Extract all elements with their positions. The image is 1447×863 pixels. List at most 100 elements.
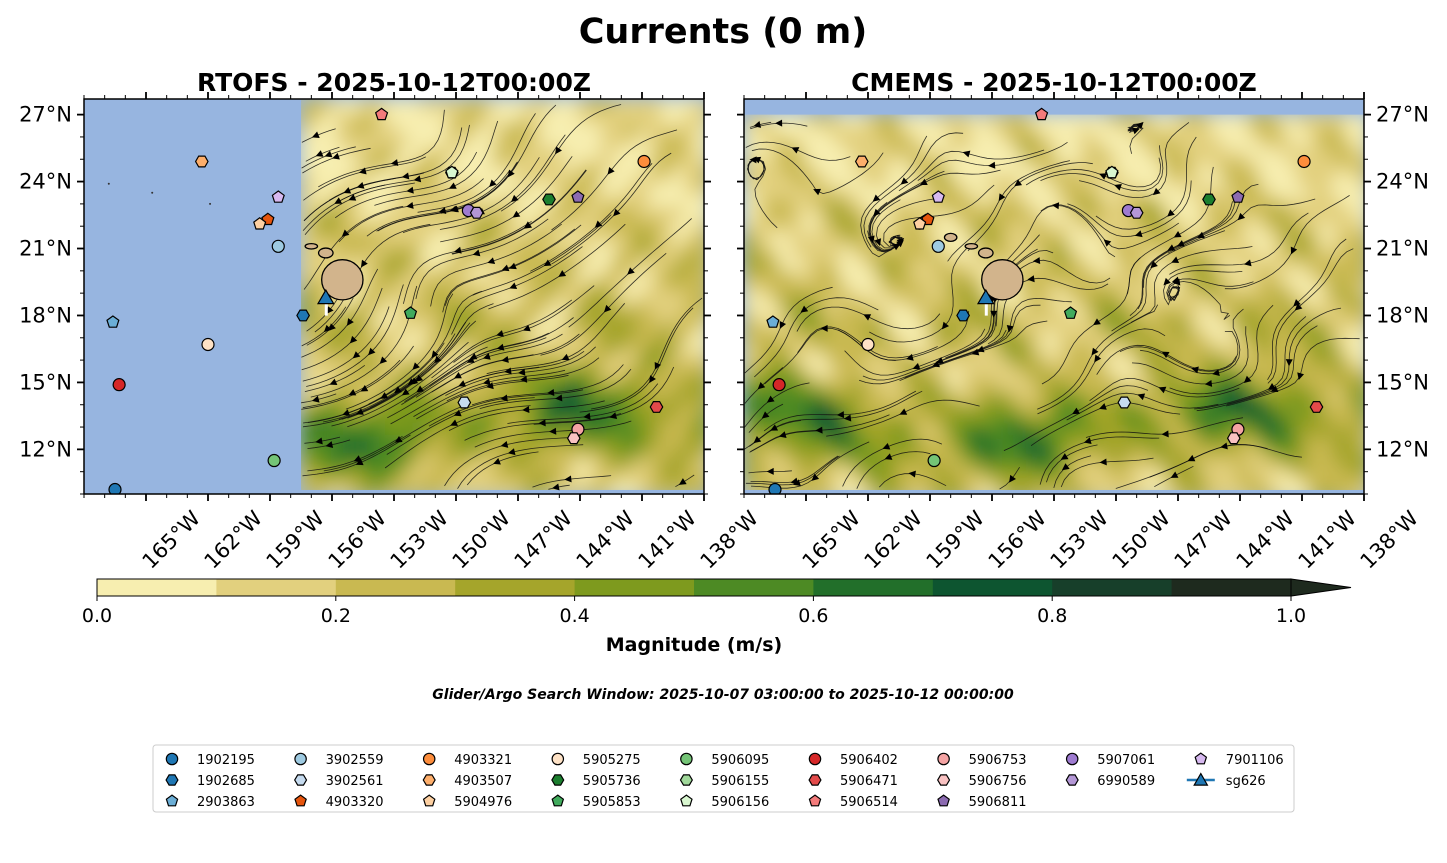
- rtofs-field-cell: [469, 399, 482, 412]
- cmems-field-cell: [1092, 126, 1105, 140]
- rtofs-field-cell: [337, 339, 350, 352]
- cmems-field-cell: [756, 402, 769, 416]
- legend-label-1902685: 1902685: [197, 774, 255, 789]
- cmems-field-cell: [984, 198, 997, 212]
- cmems-field-cell: [1140, 402, 1153, 416]
- rtofs-stream-arrow: [416, 385, 424, 393]
- cmems-field-cell: [1284, 294, 1297, 308]
- rtofs-field-cell: [673, 219, 686, 232]
- cmems-field-cell: [744, 186, 757, 200]
- cmems-field-cell: [1140, 222, 1153, 236]
- cmems-field-cell: [1008, 366, 1021, 380]
- legend-marker-7901106: [1194, 752, 1208, 765]
- cmems-field-cell: [1344, 198, 1357, 212]
- rtofs-field-cell: [673, 303, 686, 316]
- rtofs-field-cell: [625, 255, 638, 268]
- rtofs-field-cell: [565, 267, 578, 280]
- cmems-stream-arrow: [761, 411, 770, 419]
- cmems-field-cell: [1080, 474, 1093, 488]
- cmems-field-cell: [948, 114, 961, 128]
- rtofs-field-cell: [529, 483, 542, 494]
- rtofs-field-cell: [625, 159, 638, 172]
- cmems-field-cell: [936, 366, 949, 380]
- rtofs-field-cell: [649, 315, 662, 328]
- rtofs-stream-arrow: [607, 166, 615, 175]
- rtofs-field-cell: [409, 255, 422, 268]
- rtofs-field-cell: [541, 111, 554, 124]
- cmems-field-cell: [1080, 222, 1093, 236]
- rtofs-field-cell: [613, 195, 626, 208]
- cmems-field-cell: [1308, 138, 1321, 152]
- rtofs-field-cell: [673, 459, 686, 472]
- cmems-stream-arrow: [775, 119, 783, 127]
- rtofs-field-cell: [361, 327, 374, 340]
- colorbar-frame: [96, 578, 1292, 597]
- cmems-field-cell: [1140, 114, 1153, 128]
- rtofs-field-cell: [433, 231, 446, 244]
- cmems-field-cell: [912, 186, 925, 200]
- rtofs-field-cell: [673, 195, 686, 208]
- rtofs-field-cell: [697, 351, 704, 364]
- rtofs-small-islet: [107, 182, 110, 185]
- cmems-field-cell: [924, 318, 937, 332]
- rtofs-field-cell: [685, 243, 698, 256]
- cmems-stream-arrow: [1032, 257, 1041, 265]
- cmems-field-cell: [936, 306, 949, 320]
- cmems-field-cell: [1236, 474, 1249, 488]
- cmems-field-cell: [1344, 174, 1357, 188]
- cmems-field-cell: [1284, 462, 1297, 476]
- cmems-field-cell: [912, 138, 925, 152]
- cmems-field-cell: [1236, 138, 1249, 152]
- cmems-field-cell: [1140, 294, 1153, 308]
- cmems-field-cell: [924, 342, 937, 356]
- cmems-field-cell: [1164, 366, 1177, 380]
- rtofs-field-cell: [325, 483, 338, 494]
- cmems-field-cell: [1032, 474, 1045, 488]
- cmems-field-cell: [792, 222, 805, 236]
- rtofs-field-cell: [577, 219, 590, 232]
- cmems-stream-arrow: [1237, 212, 1246, 221]
- cmems-field-cell: [1080, 462, 1093, 476]
- cmems-field-cell: [1152, 162, 1165, 176]
- rtofs-stream-arrow: [324, 150, 333, 158]
- cmems-field-cell: [756, 198, 769, 212]
- cmems-field-cell: [1284, 270, 1297, 284]
- cmems-stream-arrow: [1204, 379, 1213, 387]
- legend-marker-5906753: [937, 752, 950, 766]
- rtofs-field-cell: [457, 255, 470, 268]
- rtofs-field-cell: [685, 459, 698, 472]
- rtofs-field-cell: [421, 99, 434, 112]
- rtofs-field-cell: [385, 471, 398, 484]
- cmems-field-cell: [768, 258, 781, 272]
- cmems-field-cell: [1344, 138, 1357, 152]
- rtofs-field-cell: [469, 483, 482, 494]
- cmems-field-cell: [1260, 342, 1273, 356]
- cmems-field-cell: [1128, 306, 1141, 320]
- cmems-field-cell: [1248, 282, 1261, 296]
- cmems-field-cell: [1356, 450, 1364, 464]
- cmems-field-cell: [1092, 330, 1105, 344]
- cmems-stream-arrow: [1006, 324, 1014, 333]
- cmems-field-cell: [1248, 342, 1261, 356]
- cmems-field-cell: [1272, 306, 1285, 320]
- cmems-field-cell: [936, 438, 949, 452]
- rtofs-stream-arrows: [311, 131, 687, 491]
- cmems-field-cell: [1356, 282, 1364, 296]
- rtofs-field-cell: [613, 279, 626, 292]
- cmems-panel: CMEMS - 2025-10-12T00:00Z 165°W162°W159°…: [737, 68, 1429, 574]
- rtofs-field-cell: [397, 459, 410, 472]
- cmems-field-cell: [1236, 246, 1249, 260]
- cmems-field-cell: [780, 462, 793, 476]
- cmems-field-cell: [744, 330, 757, 344]
- rtofs-field-cell: [685, 399, 698, 412]
- cmems-field-cell: [912, 126, 925, 140]
- cmems-field-cell: [1188, 462, 1201, 476]
- cmems-field-cell: [984, 234, 997, 248]
- rtofs-field-cell: [469, 267, 482, 280]
- cmems-field-cell: [1044, 210, 1057, 224]
- rtofs-field-cell: [697, 171, 704, 184]
- rtofs-field-cell: [601, 459, 614, 472]
- cmems-field-cell: [1080, 198, 1093, 212]
- cmems-field-cell: [1128, 366, 1141, 380]
- cmems-field-cell: [816, 222, 829, 236]
